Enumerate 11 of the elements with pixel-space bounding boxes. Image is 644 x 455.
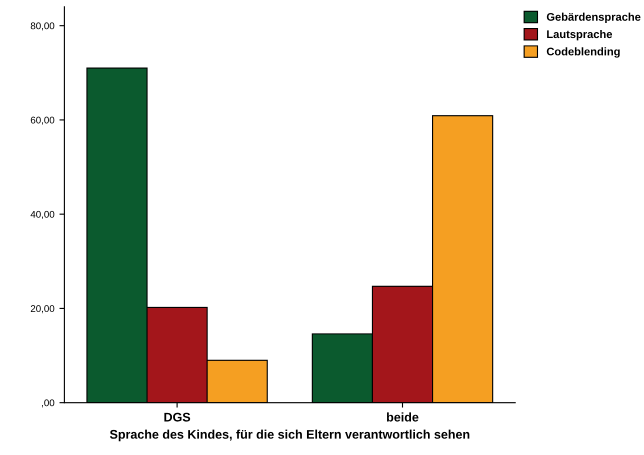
legend-label: Codeblending — [546, 47, 620, 58]
legend-label: Lautsprache — [547, 30, 612, 40]
y-tick-label: 20,00 — [30, 305, 54, 314]
x-axis-title: Sprache des Kindes, für die sich Eltern verantwortlich sehen — [110, 430, 470, 442]
y-tick-label: ,00 — [42, 399, 54, 408]
x-tick-label: DGS — [164, 412, 190, 422]
y-tick-label: 80,00 — [30, 22, 54, 30]
legend-label: Gebärdensprache — [546, 12, 640, 24]
x-tick-label: beide — [387, 412, 418, 422]
y-tick-label: 60,00 — [30, 116, 54, 125]
y-tick-label: 40,00 — [30, 210, 54, 219]
